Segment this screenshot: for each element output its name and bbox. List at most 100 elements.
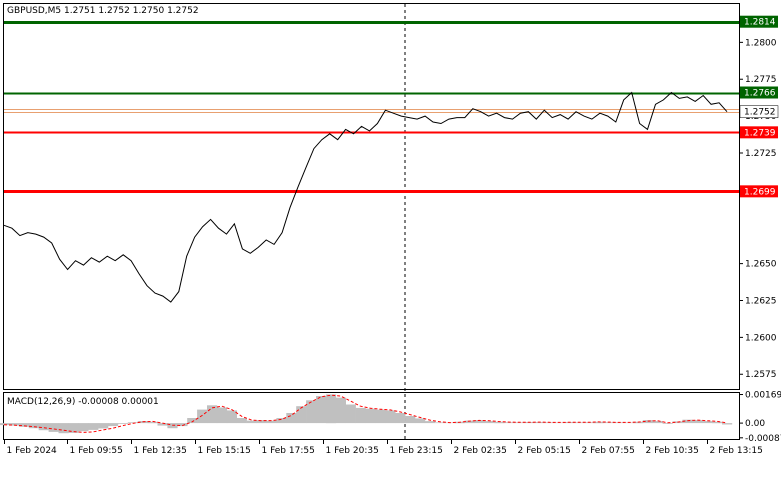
macd-histogram-bar <box>642 420 653 424</box>
price-levels <box>4 21 739 193</box>
macd-histogram-bar <box>266 420 277 424</box>
macd-histogram-bar <box>216 407 228 424</box>
x-tick-label: 2 Feb 05:15 <box>518 446 571 456</box>
macd-histogram-bar <box>98 423 109 429</box>
macd-histogram-bar <box>256 420 267 424</box>
x-tick-label: 1 Feb 17:55 <box>262 446 315 456</box>
macd-histogram-bar <box>434 422 445 424</box>
x-tick-label: 1 Feb 09:55 <box>70 446 123 456</box>
macd-histogram-bar <box>424 421 436 424</box>
level-tags: 1.2814 1.2766 1.2739 1.2699 1.2752 <box>739 15 779 198</box>
macd-histogram-bar <box>375 409 386 424</box>
macd-histogram-bar <box>593 421 604 424</box>
macd-histogram-bar <box>464 420 475 424</box>
macd-histogram-bar <box>652 421 663 424</box>
macd-histogram-bar <box>127 422 138 424</box>
symbol-header: GBPUSD,M5 1.2751 1.2752 1.2750 1.2752 <box>7 6 199 16</box>
y-tick-label: 1.2575 <box>745 370 777 380</box>
macd-histogram-bar <box>38 423 49 431</box>
macd-histogram-bar <box>9 423 20 426</box>
macd-histogram-bar <box>157 423 168 426</box>
level-tag-label: 1.2699 <box>744 187 776 197</box>
macd-histogram-bar <box>177 423 188 427</box>
y-tick-label: 1.2650 <box>745 260 777 270</box>
current-price-tag <box>739 105 779 118</box>
macd-signal-line <box>3 394 728 433</box>
macd-histogram-bar <box>246 420 257 424</box>
macd-histogram-bar <box>504 422 515 424</box>
x-tick-label: 1 Feb 20:35 <box>326 446 379 456</box>
macd-histogram-bar <box>682 419 693 424</box>
level-tag <box>740 15 778 28</box>
time-axis: 1 Feb 2024 1 Feb 09:55 1 Feb 12:35 1 Feb 15… <box>4 440 763 456</box>
x-tick-label: 2 Feb 13:15 <box>710 446 763 456</box>
macd-histogram-bar <box>365 408 376 424</box>
macd-histogram-bar <box>108 423 119 427</box>
y-tick-label: 1.2775 <box>745 75 777 85</box>
level-tag-label: 1.2766 <box>744 89 776 99</box>
macd-histogram-bar <box>226 410 237 424</box>
macd-histogram-bar <box>395 413 406 424</box>
macd-histogram-bar <box>296 406 307 424</box>
macd-histogram-bar <box>484 421 495 424</box>
macd-histogram-bar <box>494 421 505 424</box>
macd-histogram-bar <box>712 421 723 424</box>
macd-histogram-bar <box>197 409 208 424</box>
macd-histogram-bar <box>78 423 89 432</box>
y-tick-label: 1.2625 <box>745 296 777 306</box>
macd-header: MACD(12,26,9) -0.00008 0.00001 <box>7 397 159 407</box>
macd-y-tick-label: 0.00169 <box>745 391 781 401</box>
macd-histogram-bar <box>207 405 218 424</box>
macd-histogram-bar <box>48 423 59 432</box>
macd-histogram-bar <box>722 423 733 425</box>
price-series <box>3 91 728 303</box>
macd-histogram-bar <box>385 410 396 424</box>
macd-histogram-bar <box>335 397 346 424</box>
macd-histogram-bar <box>692 420 703 424</box>
x-tick-label: 1 Feb 23:15 <box>390 446 443 456</box>
x-tick-label: 1 Feb 15:15 <box>198 446 251 456</box>
y-tick-label: 1.2725 <box>745 149 777 159</box>
y-tick-label: 1.2600 <box>745 333 777 343</box>
macd-histogram-bar <box>702 421 713 424</box>
macd-axis: 0.00169 0.00 -0.00087 <box>739 391 781 444</box>
macd-histogram-bar <box>603 422 614 424</box>
macd-histogram-bar <box>474 420 485 424</box>
macd-panel-frame <box>3 392 740 440</box>
macd-histogram-bar <box>18 423 30 427</box>
price-panel-frame <box>3 3 740 390</box>
macd-histogram-bar <box>662 423 673 424</box>
price-line <box>3 91 728 303</box>
macd-histogram-bar <box>58 423 69 434</box>
macd-histogram-bar <box>415 418 426 424</box>
level-tag-label: 1.2814 <box>744 18 776 28</box>
macd-histogram-bar <box>286 413 297 424</box>
x-tick-label: 2 Feb 07:55 <box>582 446 635 456</box>
level-tag-label: 1.2739 <box>744 128 776 138</box>
x-tick-label: 2 Feb 10:35 <box>646 446 699 456</box>
x-tick-label: 1 Feb 12:35 <box>134 446 187 456</box>
macd-histogram-bar <box>236 418 247 424</box>
macd-histogram-bar <box>167 423 178 429</box>
macd-histogram-bar <box>147 421 158 424</box>
macd-histogram-bar <box>187 418 198 424</box>
macd-y-tick-label: -0.00087 <box>745 434 781 444</box>
level-tag <box>740 185 778 198</box>
macd-histogram-bar <box>316 396 327 424</box>
macd-histogram-bar <box>276 418 287 424</box>
macd-y-tick-label: 0.00 <box>745 419 765 429</box>
macd-histogram-bar <box>117 423 129 424</box>
y-tick-label: 1.2800 <box>745 38 777 48</box>
macd-histogram-bar <box>405 416 416 424</box>
macd-histogram-bar <box>0 423 10 426</box>
x-tick-label: 2 Feb 02:35 <box>454 446 507 456</box>
macd-histogram-bar <box>355 407 366 424</box>
macd-histogram-bar <box>306 400 317 424</box>
current-price-label: 1.2752 <box>744 108 776 118</box>
macd-histogram-bar <box>345 404 356 424</box>
macd-histogram-bar <box>28 423 39 429</box>
macd-histogram-bar <box>88 423 99 430</box>
x-tick-label: 1 Feb 2024 <box>7 446 58 456</box>
macd-series <box>0 394 733 434</box>
